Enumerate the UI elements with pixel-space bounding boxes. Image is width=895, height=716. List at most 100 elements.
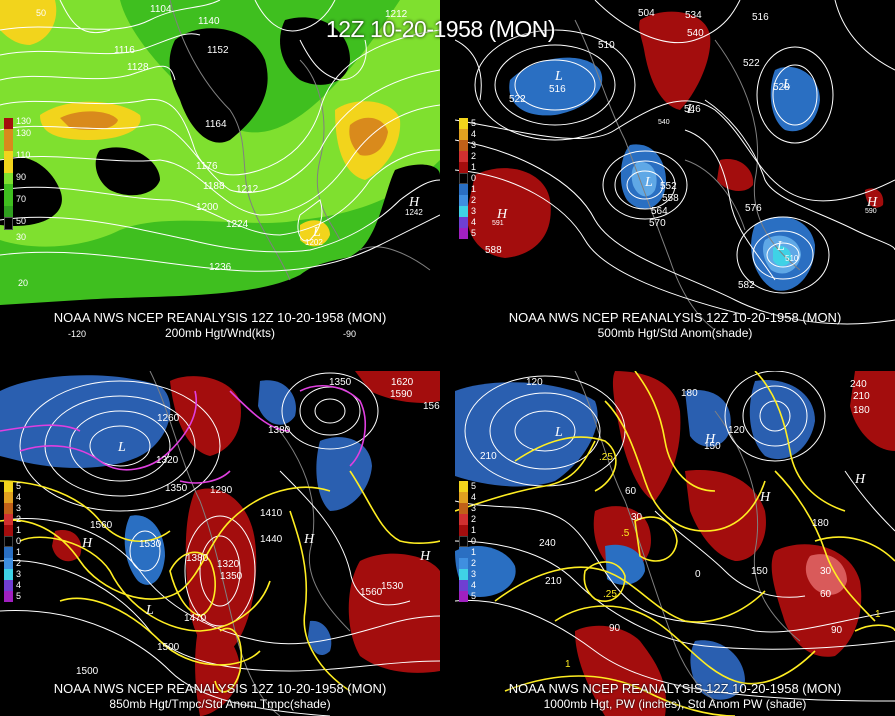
low-center-marker: L xyxy=(117,440,126,455)
low-center-marker: L xyxy=(776,239,785,254)
high-center-marker: H xyxy=(496,207,508,222)
hgt-label: 564 xyxy=(651,206,668,217)
pw-label: 1 xyxy=(875,609,881,620)
hgt-label: 510 xyxy=(598,40,615,51)
hgt-label: 240 xyxy=(850,379,867,390)
panel-subcaption: 1000mb Hgt, PW (inches), Std Anom PW (sh… xyxy=(543,697,807,711)
hgt-label: 1200 xyxy=(196,202,219,213)
hgt-label: 1212 xyxy=(385,9,408,20)
panel-caption: NOAA NWS NCEP REANALYSIS 12Z 10-20-1958 … xyxy=(53,310,387,325)
hgt-label: 120 xyxy=(728,425,745,436)
hgt-label: 180 xyxy=(681,388,698,399)
panel-caption: NOAA NWS NCEP REANALYSIS 12Z 10-20-1958 … xyxy=(508,310,842,325)
hgt-label: 0 xyxy=(695,569,701,580)
anomaly-legend: 5 4 3 2 1 0 1 2 3 4 5 xyxy=(459,481,476,602)
hgt-label: 552 xyxy=(660,181,677,192)
low-center-marker: L xyxy=(145,603,154,618)
hgt-label: 540 xyxy=(658,119,670,126)
hgt-label: 1242 xyxy=(405,208,423,217)
hgt-label: 90 xyxy=(609,623,621,634)
high-center-marker: H xyxy=(81,536,93,551)
hgt-label: 1290 xyxy=(210,485,233,496)
hgt-label: 1620 xyxy=(391,377,414,388)
hgt-label: 510 xyxy=(785,254,799,263)
panel-500mb: 504 534 516 510 540 522 528 516 522 546 … xyxy=(455,0,895,345)
pw-label: .5 xyxy=(621,528,630,539)
hgt-label: 591 xyxy=(492,220,504,227)
high-center-marker: H xyxy=(408,195,420,210)
hgt-label: 150 xyxy=(704,441,721,452)
hgt-label: 528 xyxy=(773,82,790,93)
high-center-marker: H xyxy=(419,549,431,564)
hgt-label: 1320 xyxy=(217,559,240,570)
panel-200mb: 1104 1140 1116 1152 1128 1164 1176 1188 … xyxy=(0,0,440,345)
hgt-label: 1380 xyxy=(186,553,209,564)
hgt-label: 1202 xyxy=(305,238,323,247)
hgt-label: 1500 xyxy=(157,642,180,653)
pw-label: .25 xyxy=(599,452,613,463)
pw-label: 1 xyxy=(565,659,571,670)
high-center-marker: H xyxy=(854,472,866,487)
hgt-label: 240 xyxy=(539,538,556,549)
hgt-label: 522 xyxy=(509,94,526,105)
hgt-label: 210 xyxy=(545,576,562,587)
high-center-marker: H xyxy=(704,432,716,447)
hgt-label: 1560 xyxy=(360,587,383,598)
hgt-label: 582 xyxy=(738,280,755,291)
hgt-label: 60 xyxy=(820,589,832,600)
panel-subcaption: 200mb Hgt/Wnd(kts) xyxy=(164,326,276,340)
high-center-marker: H xyxy=(866,195,878,210)
hgt-label: 1470 xyxy=(184,613,207,624)
hgt-label: 1128 xyxy=(127,62,149,73)
hgt-label: 546 xyxy=(684,104,701,115)
low-center-marker: L xyxy=(686,102,695,117)
hgt-label: 150 xyxy=(751,566,768,577)
main-title: 12Z 10-20-1958 (MON) xyxy=(326,16,556,42)
hgt-label: 1530 xyxy=(381,581,404,592)
hgt-label: 1176 xyxy=(196,161,218,172)
map-1000mb: 120 240 210 180 180 210 150 120 60 30 0 … xyxy=(455,371,895,716)
hgt-label: 1380 xyxy=(268,425,291,436)
hgt-label: 180 xyxy=(853,405,870,416)
lon-label: -120 xyxy=(68,329,86,339)
hgt-label: 540 xyxy=(687,28,704,39)
hgt-label: 1350 xyxy=(165,483,188,494)
hgt-label: 1236 xyxy=(209,262,232,273)
lat-label: 50 xyxy=(36,8,46,18)
hgt-label: 30 xyxy=(631,512,643,523)
hgt-label: 576 xyxy=(745,203,762,214)
hgt-label: 534 xyxy=(685,10,702,21)
low-center-marker: L xyxy=(554,69,563,84)
panel-caption: NOAA NWS NCEP REANALYSIS 12Z 10-20-1958 … xyxy=(508,681,842,696)
hgt-label: 210 xyxy=(853,391,870,402)
hgt-label: 1140 xyxy=(198,16,220,27)
panel-caption: NOAA NWS NCEP REANALYSIS 12Z 10-20-1958 … xyxy=(53,681,387,696)
map-500mb: 504 534 516 510 540 522 528 516 522 546 … xyxy=(455,0,895,331)
lon-label: -90 xyxy=(343,329,356,339)
high-center-marker: H xyxy=(303,532,315,547)
hgt-label: 1320 xyxy=(156,455,179,466)
hgt-label: 1188 xyxy=(203,181,225,192)
hgt-label: 1350 xyxy=(220,571,243,582)
hgt-label: 1560 xyxy=(423,401,440,412)
hgt-label: 590 xyxy=(865,208,877,215)
low-center-marker: L xyxy=(644,175,653,190)
hgt-label: 120 xyxy=(526,377,543,388)
hgt-label: 516 xyxy=(752,12,769,23)
hgt-label: 1440 xyxy=(260,534,283,545)
hgt-label: 1500 xyxy=(76,666,99,677)
low-center-marker: L xyxy=(554,425,563,440)
hgt-label: 1152 xyxy=(207,45,229,56)
anomaly-legend: 5 4 3 2 1 0 1 2 3 4 5 xyxy=(459,118,476,239)
low-center-marker: L xyxy=(312,225,321,240)
hgt-label: 1260 xyxy=(157,413,180,424)
hgt-label: 60 xyxy=(625,486,637,497)
wind-legend: 130 130 110 90 70 50 30 xyxy=(4,116,31,242)
panel-subcaption: 500mb Hgt/Std Anom(shade) xyxy=(597,326,753,340)
map-200mb: 1104 1140 1116 1152 1128 1164 1176 1188 … xyxy=(0,0,440,345)
hgt-label: 1530 xyxy=(139,539,162,550)
hgt-label: 210 xyxy=(480,451,497,462)
hgt-label: 570 xyxy=(649,218,666,229)
high-center-marker: H xyxy=(759,490,771,505)
hgt-label: 30 xyxy=(820,566,832,577)
